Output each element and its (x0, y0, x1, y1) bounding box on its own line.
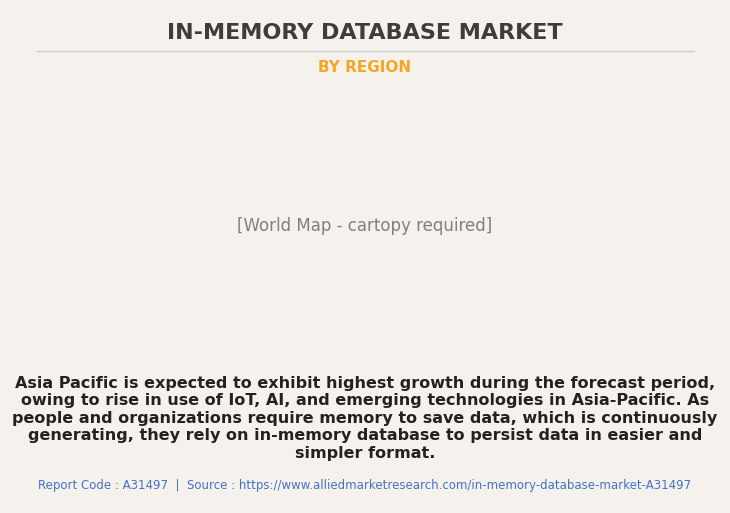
Text: IN-MEMORY DATABASE MARKET: IN-MEMORY DATABASE MARKET (167, 23, 563, 43)
Text: Asia Pacific is expected to exhibit highest growth during the forecast period, o: Asia Pacific is expected to exhibit high… (12, 376, 718, 461)
Text: BY REGION: BY REGION (318, 60, 412, 75)
Text: Report Code : A31497  |  Source : https://www.alliedmarketresearch.com/in-memory: Report Code : A31497 | Source : https://… (39, 479, 691, 492)
Text: [World Map - cartopy required]: [World Map - cartopy required] (237, 216, 493, 235)
